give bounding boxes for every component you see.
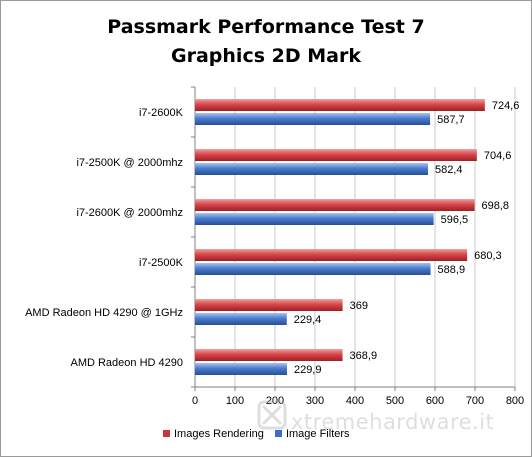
x-tick-label: 200 xyxy=(266,395,284,407)
bar-image-filters xyxy=(195,113,431,125)
data-label: 587,7 xyxy=(437,114,465,126)
legend-swatch-blue xyxy=(274,429,282,437)
x-tick-label: 700 xyxy=(466,395,484,407)
legend-label: Images Rendering xyxy=(174,428,264,440)
chart-subtitle: Graphics 2D Mark xyxy=(171,45,361,67)
x-tick-label: 600 xyxy=(426,395,444,407)
data-label: 680,3 xyxy=(474,250,502,262)
bar-image-filters xyxy=(195,263,431,275)
bar-image-filters xyxy=(195,363,287,375)
category-label: i7-2600K @ 2000mhz xyxy=(76,207,183,219)
x-tick-label: 800 xyxy=(506,395,524,407)
bars xyxy=(195,99,485,375)
bar-image-filters xyxy=(195,163,428,175)
data-label: 229,9 xyxy=(294,364,322,376)
bar-images-rendering xyxy=(195,199,475,211)
grid-lines xyxy=(191,86,516,391)
bar-images-rendering xyxy=(195,149,477,161)
x-tick-label: 500 xyxy=(386,395,404,407)
bar-images-rendering xyxy=(195,349,343,361)
legend-item-image-filters: Image Filters xyxy=(274,428,350,440)
bar-image-filters xyxy=(195,313,287,325)
legend-item-images-rendering: Images Rendering xyxy=(163,428,264,440)
data-label: 704,6 xyxy=(484,150,512,162)
data-label: 229,4 xyxy=(294,314,322,326)
chart-title: Passmark Performance Test 7 xyxy=(107,16,425,38)
bar-images-rendering xyxy=(195,299,343,311)
data-label: 596,5 xyxy=(441,214,469,226)
data-label: 368,9 xyxy=(350,350,378,362)
category-label: AMD Radeon HD 4290 @ 1GHz xyxy=(25,307,183,319)
data-label: 369 xyxy=(350,300,368,312)
category-label: i7-2500K @ 2000mhz xyxy=(76,157,183,169)
legend: Images Rendering Image Filters xyxy=(163,428,358,440)
data-label: 724,6 xyxy=(492,100,520,112)
legend-swatch-red xyxy=(163,429,170,437)
bar-images-rendering xyxy=(195,249,468,261)
bar-images-rendering xyxy=(195,99,485,111)
x-tick-label: 300 xyxy=(306,395,324,407)
x-tick-label: 100 xyxy=(226,395,244,407)
data-label: 698,8 xyxy=(482,200,510,212)
x-tick-label: 0 xyxy=(192,395,198,407)
labels: 0 100 200 300 400 500 600 700 800 i7-2600K 724,6 58… xyxy=(25,100,524,407)
category-label: i7-2500K xyxy=(139,257,184,269)
category-label: i7-2600K xyxy=(139,107,184,119)
data-label: 582,4 xyxy=(435,164,463,176)
legend-label: Image Filters xyxy=(285,428,350,440)
data-label: 588,9 xyxy=(438,264,466,276)
bar-image-filters xyxy=(195,213,434,225)
x-tick-label: 400 xyxy=(346,395,364,407)
category-label: AMD Radeon HD 4290 xyxy=(70,357,183,369)
